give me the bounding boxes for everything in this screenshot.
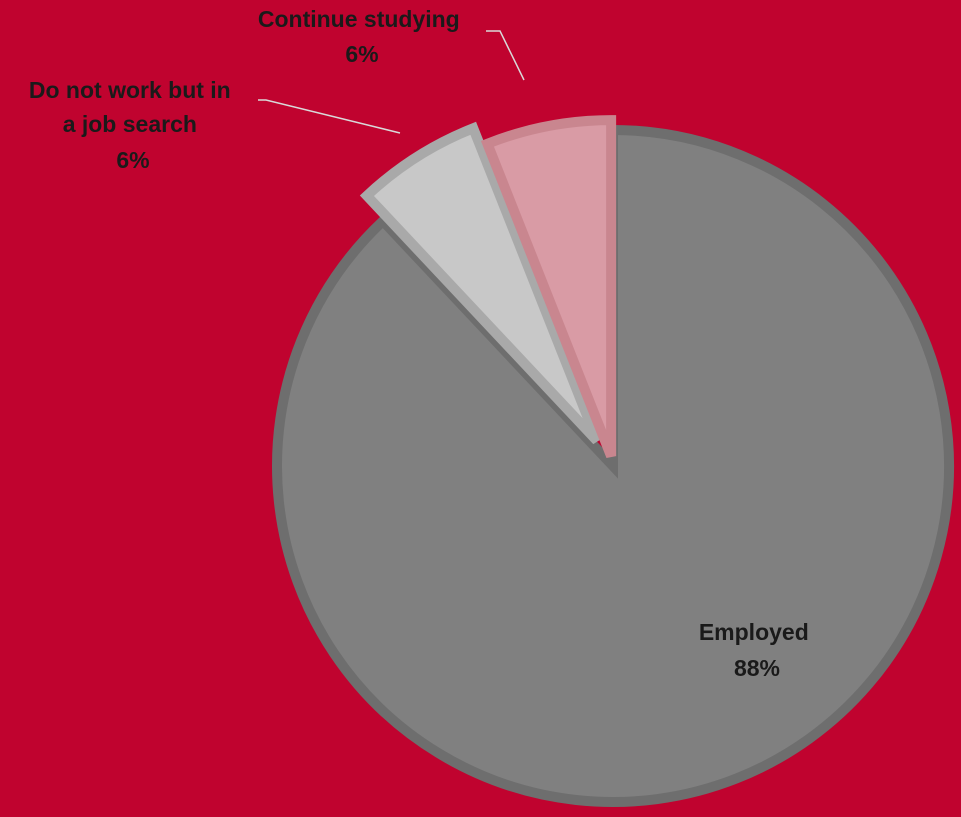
label-continue-studying: Continue studying 6% bbox=[258, 6, 466, 67]
label-employed-name: Employed bbox=[699, 619, 809, 645]
label-job-search: Do not work but in a job search 6% bbox=[29, 77, 237, 173]
slice-job-search bbox=[359, 121, 602, 445]
label-continue-studying-name: Continue studying bbox=[258, 6, 460, 32]
slice-continue-studying bbox=[480, 115, 617, 459]
label-job-search-value: 6% bbox=[116, 147, 149, 173]
leader-lines bbox=[258, 30, 525, 134]
slices-layer bbox=[272, 115, 954, 807]
slice-employed bbox=[272, 124, 954, 807]
label-continue-studying-value: 6% bbox=[345, 41, 378, 67]
label-job-search-line2: a job search bbox=[63, 111, 197, 137]
label-employed: Employed 88% bbox=[699, 619, 815, 681]
label-employed-value: 88% bbox=[734, 655, 780, 681]
label-job-search-line1: Do not work but in bbox=[29, 77, 231, 103]
leader-line-job-search bbox=[258, 99, 401, 134]
leader-line-continue-studying bbox=[486, 30, 525, 81]
